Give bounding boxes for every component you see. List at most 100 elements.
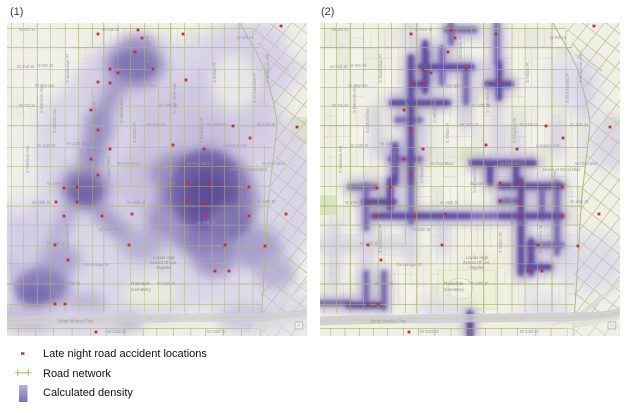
svg-text:S Wilton Pl: S Wilton Pl xyxy=(498,232,503,253)
svg-text:S Western Ave: S Western Ave xyxy=(352,85,357,113)
svg-text:W 11th St: W 11th St xyxy=(207,122,226,127)
svg-text:W Pico Blvd: W Pico Blvd xyxy=(575,161,598,166)
svg-text:S Gramercy Pl: S Gramercy Pl xyxy=(145,36,150,63)
svg-text:W 17th St: W 17th St xyxy=(360,241,379,246)
svg-text:W 15th St: W 15th St xyxy=(440,200,459,205)
svg-text:W Ave St: W Ave St xyxy=(415,27,433,32)
svg-text:S Wilton Pl: S Wilton Pl xyxy=(132,122,137,143)
svg-text:School Of Los: School Of Los xyxy=(150,260,176,265)
svg-text:Cambridge St: Cambridge St xyxy=(83,262,109,267)
svg-text:S Oxford Ave: S Oxford Ave xyxy=(52,108,57,133)
svg-text:W 11th St: W 11th St xyxy=(520,122,539,127)
svg-text:W 12th St: W 12th St xyxy=(380,141,399,146)
svg-text:S Harvard Blvd: S Harvard Blvd xyxy=(159,164,164,193)
svg-text:W 2nd St: W 2nd St xyxy=(17,64,35,69)
svg-text:W 23rd St: W 23rd St xyxy=(420,329,439,334)
svg-text:W 14th St: W 14th St xyxy=(157,181,176,186)
svg-text:S Gramercy Dr: S Gramercy Dr xyxy=(225,224,230,253)
svg-text:S Gramercy Pl: S Gramercy Pl xyxy=(458,36,463,63)
svg-text:W 15th St: W 15th St xyxy=(127,200,146,205)
svg-text:S Hobart Blvd: S Hobart Blvd xyxy=(106,156,111,183)
svg-text:S Western Ave: S Western Ave xyxy=(338,145,343,173)
svg-text:W 10th St: W 10th St xyxy=(472,103,491,108)
svg-text:S Oxford Ave: S Oxford Ave xyxy=(365,108,370,133)
svg-text:W 15th St: W 15th St xyxy=(412,227,431,232)
svg-text:W 12th St: W 12th St xyxy=(37,143,56,148)
svg-text:W 4th St: W 4th St xyxy=(332,27,349,32)
svg-text:W 18th St: W 18th St xyxy=(470,281,489,286)
svg-text:S Hobart Blvd: S Hobart Blvd xyxy=(419,156,424,183)
svg-text:Cambridge St: Cambridge St xyxy=(396,262,422,267)
svg-text:W 15th St: W 15th St xyxy=(345,200,364,205)
svg-text:W Olympic: W Olympic xyxy=(35,83,55,88)
svg-text:W Pico Blvd: W Pico Blvd xyxy=(262,161,285,166)
svg-text:W 23rd St: W 23rd St xyxy=(107,329,126,334)
svg-text:Loyola High: Loyola High xyxy=(466,255,489,260)
svg-text:W 16th St: W 16th St xyxy=(510,220,529,225)
svg-text:S Wilton Pl: S Wilton Pl xyxy=(525,62,530,83)
svg-text:S Kingsley Dr: S Kingsley Dr xyxy=(512,117,517,143)
svg-text:S Wilton Pl: S Wilton Pl xyxy=(445,122,450,143)
svg-text:S Oxford Ave: S Oxford Ave xyxy=(392,148,397,173)
svg-text:W Olympic: W Olympic xyxy=(348,83,368,88)
svg-text:S Western Ave: S Western Ave xyxy=(39,85,44,113)
svg-text:W 18th St: W 18th St xyxy=(62,281,81,286)
svg-text:S Hobart Blvd: S Hobart Blvd xyxy=(432,96,437,123)
svg-text:S St Andrews Pl: S St Andrews Pl xyxy=(565,73,570,103)
svg-text:W 7th St: W 7th St xyxy=(19,103,36,108)
svg-text:S Wilton Pl: S Wilton Pl xyxy=(185,232,190,253)
svg-text:S Harvard Blvd: S Harvard Blvd xyxy=(472,164,477,193)
svg-text:S Van Ness Ave: S Van Ness Ave xyxy=(485,82,490,113)
svg-text:W Olympic Blvd: W Olympic Blvd xyxy=(440,83,470,88)
svg-text:W 10th St: W 10th St xyxy=(159,103,178,108)
svg-text:S Hobart Pl: S Hobart Pl xyxy=(405,102,410,123)
svg-text:W 14th St: W 14th St xyxy=(360,181,379,186)
svg-text:Leeward Ave: Leeward Ave xyxy=(536,143,561,148)
svg-text:James M Wood Blvd: James M Wood Blvd xyxy=(542,167,581,172)
svg-text:W 9th St: W 9th St xyxy=(37,63,54,68)
svg-text:S Kingsley Dr: S Kingsley Dr xyxy=(199,117,204,143)
svg-text:S Hobart Blvd: S Hobart Blvd xyxy=(119,96,124,123)
svg-text:S Manhattan Pl: S Manhattan Pl xyxy=(65,224,70,253)
svg-text:S Western Ave: S Western Ave xyxy=(25,145,30,173)
svg-text:S St Andrews Pl: S St Andrews Pl xyxy=(252,73,257,103)
svg-text:S Mariposa Ave: S Mariposa Ave xyxy=(578,53,583,83)
svg-text:Rosedale: Rosedale xyxy=(131,281,151,286)
svg-text:W Pico Blvd: W Pico Blvd xyxy=(187,161,210,166)
svg-text:W Olympic Blvd: W Olympic Blvd xyxy=(127,83,157,88)
svg-text:Cemetery: Cemetery xyxy=(131,287,152,292)
svg-text:Angeles: Angeles xyxy=(469,265,484,270)
svg-text:W 17th St: W 17th St xyxy=(47,241,66,246)
svg-text:W 18th St: W 18th St xyxy=(375,281,394,286)
svg-text:W 16th St: W 16th St xyxy=(570,199,589,204)
svg-text:W 16th St: W 16th St xyxy=(197,220,216,225)
svg-text:Santa Monica Fwy: Santa Monica Fwy xyxy=(57,319,94,324)
svg-text:W 11th St: W 11th St xyxy=(570,122,589,127)
svg-text:W 4th St: W 4th St xyxy=(19,27,36,32)
svg-text:Loyola High: Loyola High xyxy=(153,255,176,260)
svg-text:W 14th St: W 14th St xyxy=(470,181,489,186)
svg-text:S Normandie Ave: S Normandie Ave xyxy=(239,170,244,203)
svg-text:Rosedale: Rosedale xyxy=(444,281,464,286)
svg-text:W 6th St: W 6th St xyxy=(550,35,567,40)
svg-text:W 16th St: W 16th St xyxy=(257,199,276,204)
svg-text:W 2nd St: W 2nd St xyxy=(330,64,348,69)
svg-text:Cemetery: Cemetery xyxy=(444,287,465,292)
svg-text:W 9th St: W 9th St xyxy=(350,63,367,68)
svg-text:W 12th St: W 12th St xyxy=(67,141,86,146)
svg-text:S Wilton Pl: S Wilton Pl xyxy=(212,62,217,83)
svg-text:W 7th St: W 7th St xyxy=(332,103,349,108)
svg-text:W 6th St: W 6th St xyxy=(237,35,254,40)
svg-text:W Pico Blvd: W Pico Blvd xyxy=(500,161,523,166)
svg-text:W 14th St: W 14th St xyxy=(47,181,66,186)
svg-text:S Oxford Ave: S Oxford Ave xyxy=(79,148,84,173)
svg-text:S Normandie Ave: S Normandie Ave xyxy=(552,170,557,203)
svg-text:W Pico Blvd: W Pico Blvd xyxy=(430,161,453,166)
svg-text:S Manhattan Pl: S Manhattan Pl xyxy=(378,224,383,253)
svg-text:School Of Los: School Of Los xyxy=(463,260,489,265)
svg-text:W 15th St: W 15th St xyxy=(32,200,51,205)
svg-text:Angeles: Angeles xyxy=(156,265,171,270)
svg-text:W 18th St: W 18th St xyxy=(157,281,176,286)
svg-text:W 11th St: W 11th St xyxy=(147,122,166,127)
svg-text:S Hobart Pl: S Hobart Pl xyxy=(92,102,97,123)
